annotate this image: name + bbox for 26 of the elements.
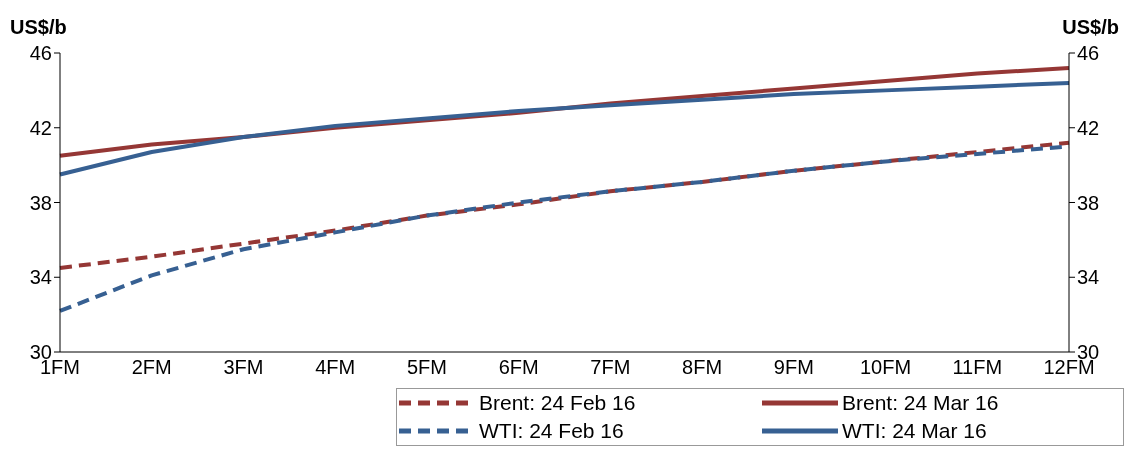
x-tick-label: 4FM [315,356,356,379]
y-axis-title: US$/b [10,16,67,39]
y2-axis-title: US$/b [1062,16,1119,39]
x-tick-label: 3FM [223,356,264,379]
x-tick-label: 7FM [590,356,631,379]
y2-tick-label: 46 [1077,42,1100,65]
legend-label: Brent: 24 Feb 16 [479,391,636,415]
x-tick-label: 6FM [498,356,539,379]
y2-tick-label: 34 [1077,266,1100,289]
y2-tick-label: 38 [1077,191,1100,214]
y2-tick-label: 42 [1077,116,1100,139]
x-tick-label: 11FM [952,356,1003,379]
y-tick-label: 46 [29,42,52,65]
y-tick-label: 34 [29,266,52,289]
x-tick-label: 10FM [859,356,912,379]
x-tick-label: 5FM [406,356,447,379]
legend-label: WTI: 24 Feb 16 [479,419,624,443]
line-series [58,140,1071,270]
y-tick-label: 38 [29,191,52,214]
x-tick-label: 9FM [773,356,814,379]
x-tick-label: 2FM [131,356,172,379]
y-tick-label: 42 [29,116,52,139]
x-tick-label: 8FM [682,356,723,379]
line-series [58,80,1071,177]
legend-label: WTI: 24 Mar 16 [842,419,987,443]
legend-label: Brent: 24 Mar 16 [842,391,999,415]
